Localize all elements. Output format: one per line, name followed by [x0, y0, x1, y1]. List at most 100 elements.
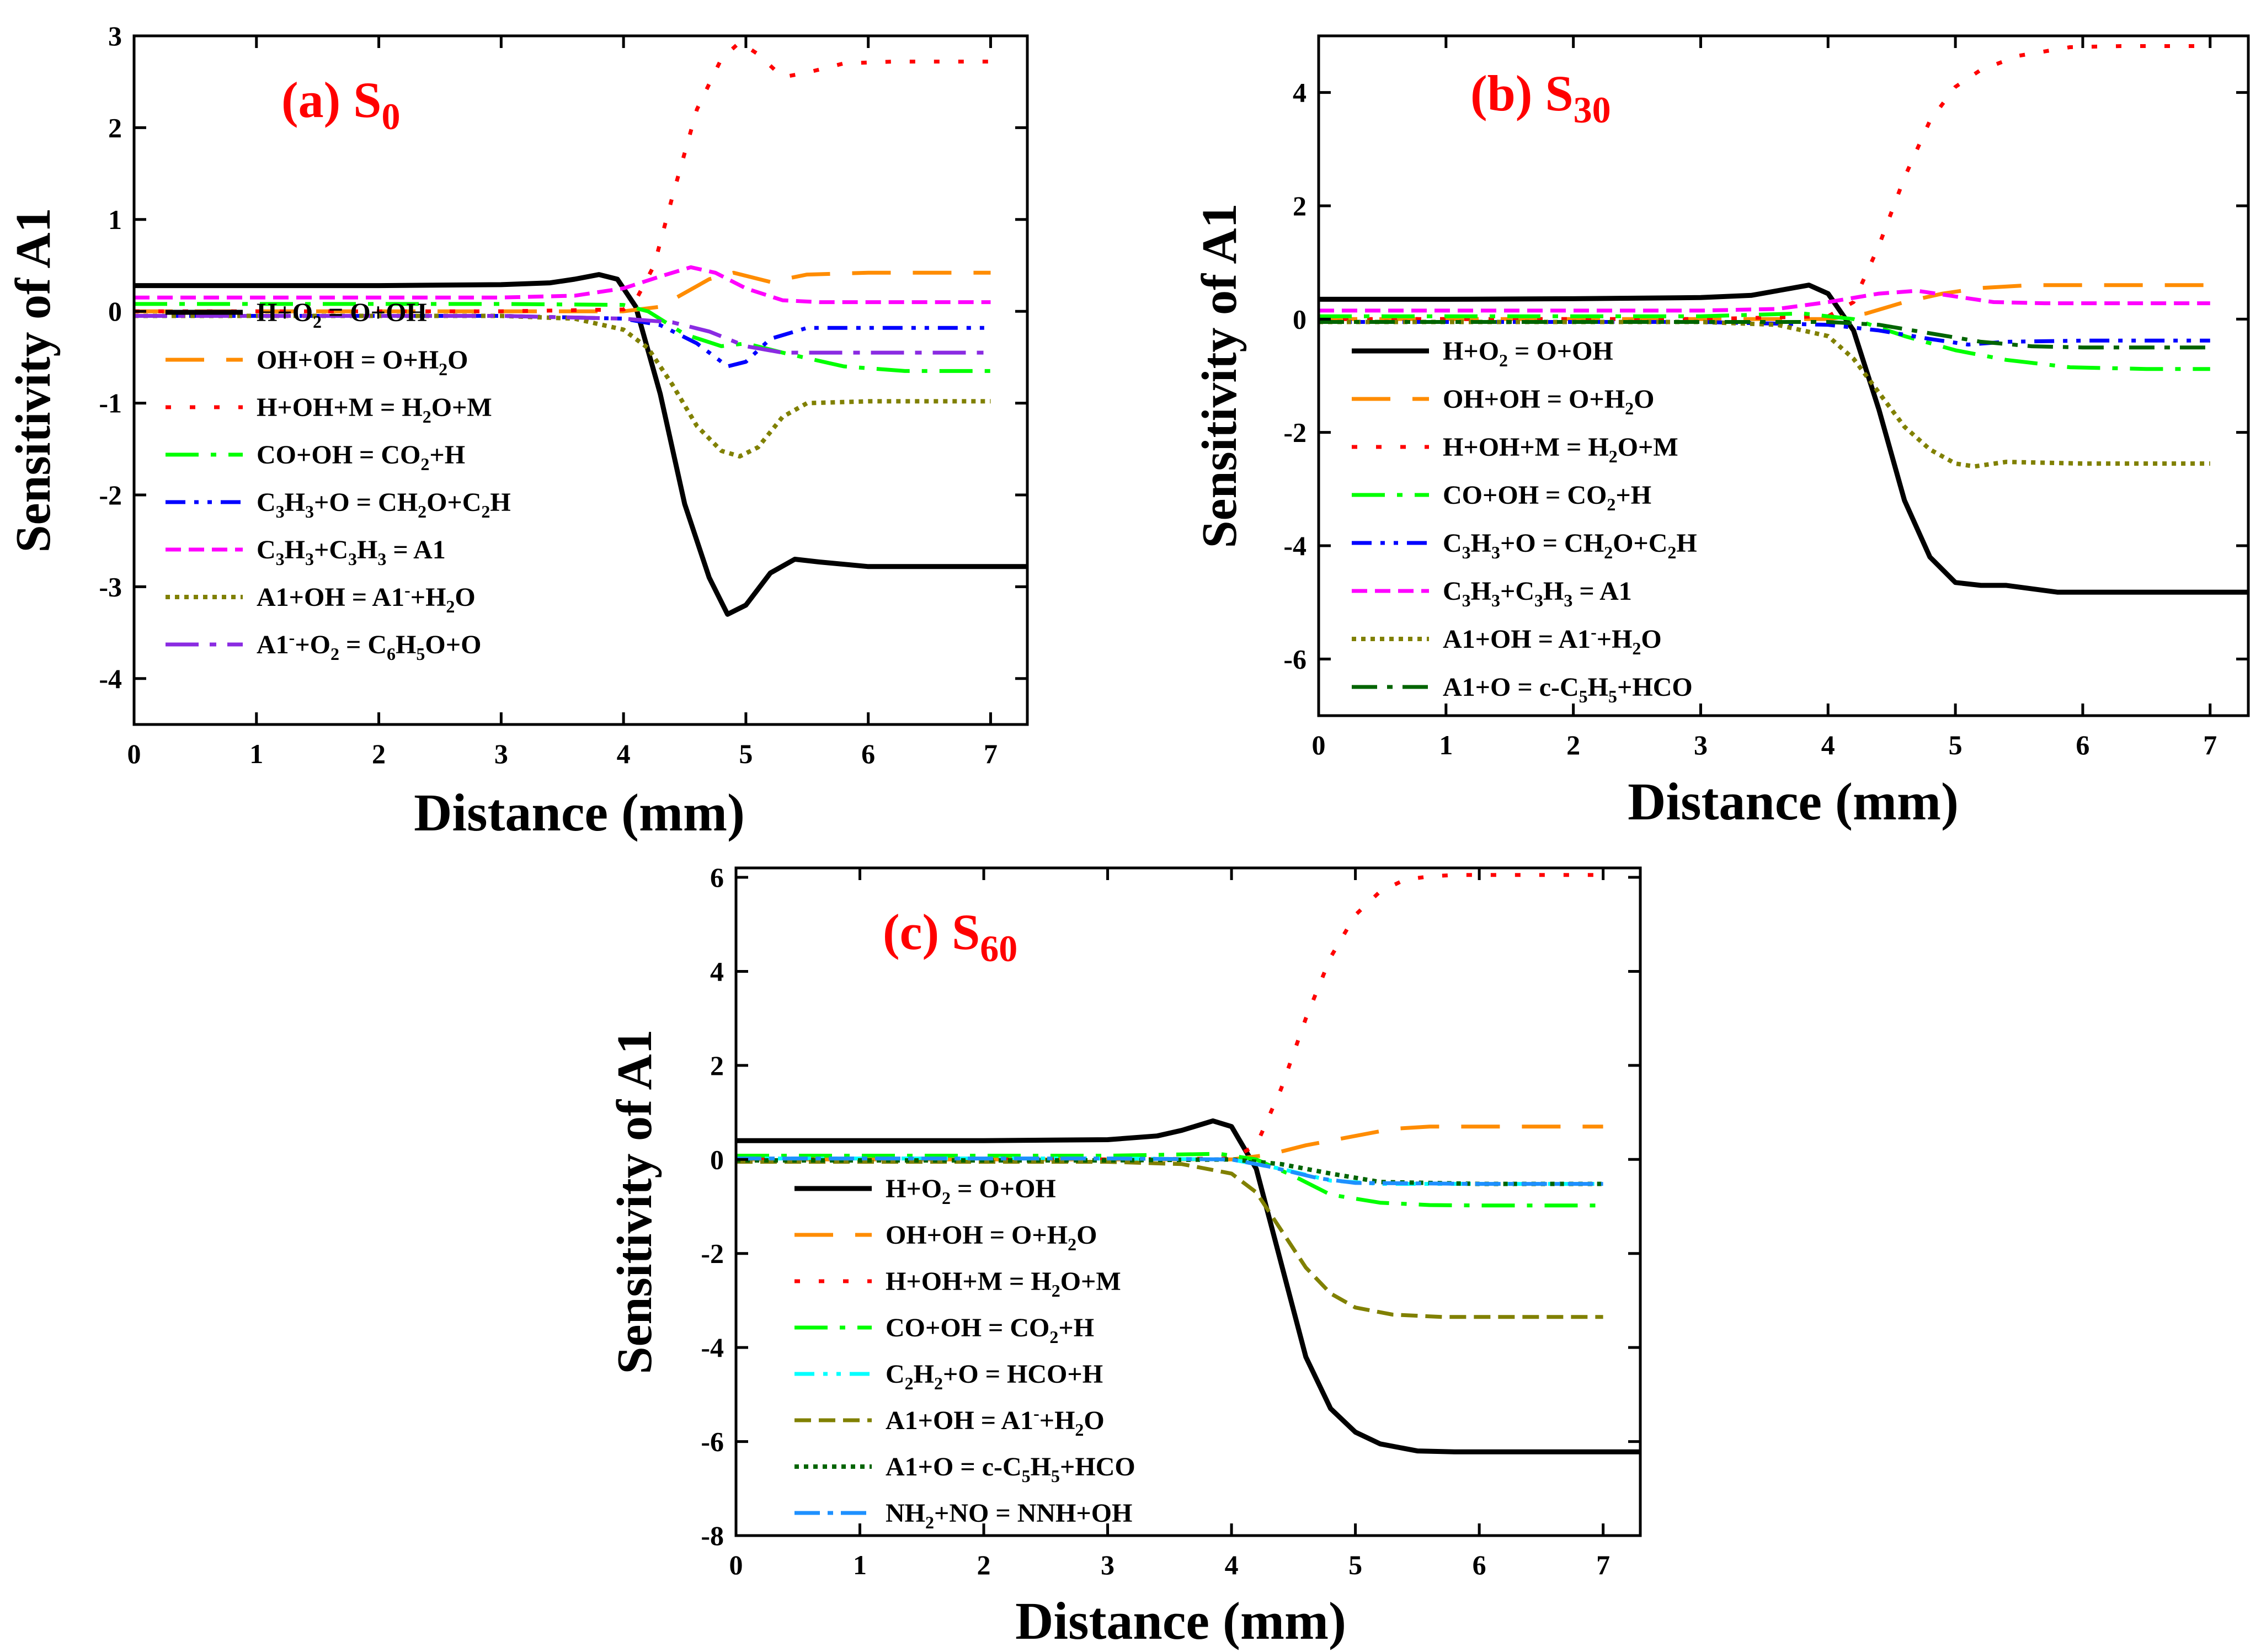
y-tick-label: 2 — [710, 1050, 724, 1081]
y-tick-label: -8 — [701, 1520, 724, 1551]
legend-text-part: +H — [410, 583, 446, 612]
legend-text-part: = O+OH — [951, 1174, 1056, 1203]
legend-label-h_oh_m: H+OH+M = H2O+M — [1443, 433, 1678, 466]
series-line-a1r_o2 — [134, 314, 991, 355]
legend-text-part: 6 — [387, 644, 396, 664]
legend-text-part: 3 — [276, 549, 285, 569]
legend-text-part: CO+OH = CO — [1443, 481, 1607, 510]
x-tick-label: 5 — [1949, 729, 1963, 760]
y-tick-label: 1 — [108, 204, 122, 235]
legend-text-part: - — [404, 580, 410, 600]
series-line-h_o2 — [134, 272, 1027, 617]
plot-frame — [734, 866, 1642, 1537]
legend-text-part: +H — [1058, 1313, 1094, 1342]
legend-text-part: 2 — [330, 644, 339, 664]
legend-text-part: 2 — [1068, 1234, 1076, 1254]
legend-text-part: H — [1543, 577, 1564, 606]
series-line-oh_oh — [1319, 283, 2210, 321]
legend-text-part: O+M — [1618, 433, 1678, 462]
plot-frame — [132, 34, 1029, 726]
series-line-c3h3_o — [1319, 320, 2210, 347]
series-line-a1_oh_c — [736, 1160, 1603, 1319]
legend-text-part: 2 — [1625, 398, 1634, 418]
legend-text-part: +H — [1597, 625, 1633, 654]
legend-text-part: C — [257, 535, 276, 564]
legend-text-part: H — [357, 535, 377, 564]
series-line-h_o2 — [1319, 283, 2248, 595]
y-tick-label: -3 — [99, 571, 122, 602]
legend-text-part: 5 — [416, 644, 425, 664]
x-tick-label: 0 — [729, 1549, 743, 1580]
legend-label-oh_oh: OH+OH = O+H2O — [257, 345, 468, 379]
legend-label-co_oh: CO+OH = CO2+H — [1443, 481, 1651, 514]
legend-label-h_oh_m: H+OH+M = H2O+M — [886, 1267, 1121, 1301]
legend-text-part: H — [396, 630, 416, 659]
y-tick-label: 2 — [108, 112, 122, 143]
series-line-a1_o_b — [1319, 320, 2210, 350]
legend-text-part: NH — [886, 1499, 925, 1528]
legend-text-part: 2 — [1499, 350, 1508, 370]
panel-title-subscript: 60 — [980, 928, 1017, 969]
series-line-h_oh_m — [736, 873, 1603, 1161]
legend-text-part: H — [490, 488, 510, 517]
legend-label-co_oh: CO+OH = CO2+H — [257, 440, 465, 474]
legend-text-part: 3 — [305, 502, 314, 521]
legend-text-part: 2 — [420, 454, 429, 474]
x-tick-label: 7 — [2203, 729, 2217, 760]
legend-label-a1_oh: A1+OH = A1-+H2O — [257, 580, 476, 616]
legend-text-part: H — [914, 1360, 934, 1389]
series-line-co_oh — [1319, 311, 2210, 371]
legend-text-part: A1+O = c-C — [1443, 673, 1579, 702]
legend-label-c3h3_c3h3: C3H3+C3H3 = A1 — [257, 535, 446, 569]
legend-text-part: - — [289, 627, 295, 647]
panel-title-main: (c) S — [883, 904, 980, 960]
x-axis-label: Distance (mm) — [1015, 1591, 1346, 1650]
x-tick-label: 0 — [1312, 729, 1326, 760]
legend-text-part: O+C — [1613, 529, 1667, 558]
legend-text-part: = O+OH — [1508, 337, 1613, 366]
legend-text-part: H — [285, 488, 305, 517]
y-axis-label: Sensitivity of A1 — [1192, 203, 1247, 548]
legend-text-part: 5 — [1579, 686, 1588, 706]
legend-text-part: H — [1676, 529, 1697, 558]
legend-label-c3h3_c3h3: C3H3+C3H3 = A1 — [1443, 577, 1632, 610]
legend-text-part: C — [1443, 577, 1462, 606]
legend-text-part: O+M — [1060, 1267, 1121, 1296]
x-axis-label: Distance (mm) — [414, 783, 745, 842]
legend-text-part: A1 — [257, 630, 289, 659]
legend-text-part: = C — [339, 630, 387, 659]
x-tick-label: 6 — [861, 738, 875, 769]
legend-text-part: = A1 — [1572, 577, 1631, 606]
y-tick-label: 2 — [1293, 190, 1307, 221]
y-tick-label: 0 — [1293, 303, 1307, 334]
legend-text-part: - — [1591, 622, 1597, 642]
legend-text-part: A1+OH = A1 — [886, 1406, 1033, 1435]
legend-text-part: 2 — [925, 1512, 934, 1532]
legend-label-co_oh: CO+OH = CO2+H — [886, 1313, 1094, 1347]
legend-text-part: 3 — [1462, 542, 1471, 562]
x-tick-label: 1 — [1439, 729, 1453, 760]
y-tick-label: -2 — [1283, 417, 1307, 448]
legend-text-part: 2 — [905, 1373, 914, 1393]
legend-text-part: 3 — [377, 549, 386, 569]
legend-text-part: 2 — [1049, 1327, 1058, 1347]
series-line-h_oh_m — [1319, 44, 2210, 321]
y-tick-label: -6 — [701, 1426, 724, 1457]
legend-text-part: +H — [1039, 1406, 1075, 1435]
x-tick-label: 5 — [1348, 1549, 1362, 1580]
legend-text-part: 3 — [1491, 542, 1500, 562]
legend-label-oh_oh: OH+OH = O+H2O — [1443, 385, 1654, 418]
legend-text-part: 2 — [439, 359, 447, 379]
legend-text-part: +HCO — [1060, 1452, 1135, 1482]
y-tick-label: 4 — [1293, 77, 1307, 108]
legend-text-part: A1+OH = A1 — [1443, 625, 1591, 654]
legend-text-part: 2 — [1667, 542, 1676, 562]
x-tick-label: 3 — [494, 738, 508, 769]
legend-text-part: = O+OH — [322, 298, 427, 327]
legend-label-a1_oh_c: A1+OH = A1-+H2O — [886, 1403, 1105, 1440]
y-axis-label: Sensitivity of A1 — [607, 1029, 662, 1374]
y-tick-label: -4 — [701, 1332, 724, 1363]
series-line-c3h3_c3h3 — [134, 265, 991, 305]
legend-text-part: H — [1471, 577, 1491, 606]
